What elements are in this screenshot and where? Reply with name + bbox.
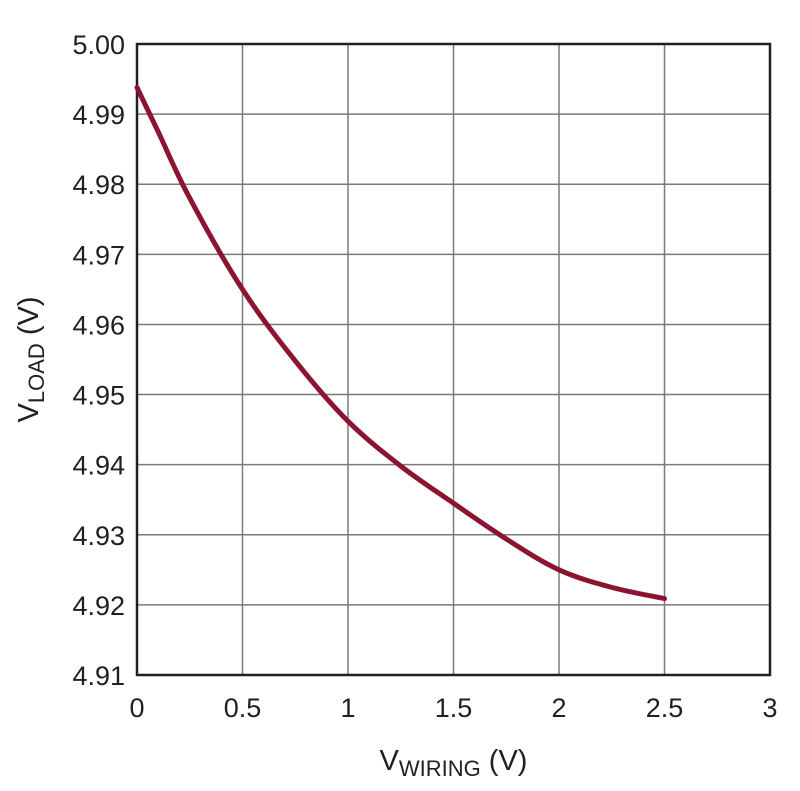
y-axis-label-main: V xyxy=(13,402,45,422)
x-tick-label: 0 xyxy=(129,693,144,723)
x-tick-label: 3 xyxy=(762,693,777,723)
x-axis-label: VWIRING (V) xyxy=(380,745,528,781)
x-tick-labels: 0 0.5 1 1.5 2 2.5 3 xyxy=(129,693,777,723)
y-tick-label: 4.98 xyxy=(72,170,125,200)
y-tick-label: 5.00 xyxy=(72,30,125,60)
y-axis-label-sub: LOAD xyxy=(24,343,49,403)
y-axis-label: VLOAD (V) xyxy=(13,297,49,423)
y-tick-label: 4.94 xyxy=(72,451,125,481)
x-tick-label: 0.5 xyxy=(224,693,262,723)
plot-area-frame xyxy=(135,42,772,677)
y-tick-labels: 4.91 4.92 4.93 4.94 4.95 4.96 4.97 4.98 4.99 5.00 xyxy=(72,30,125,691)
x-tick-label: 2.5 xyxy=(646,693,684,723)
y-tick-label: 4.91 xyxy=(72,661,125,691)
y-axis-label-unit: (V) xyxy=(13,297,45,344)
x-tick-label: 1 xyxy=(340,693,355,723)
series-line xyxy=(134,85,667,602)
y-tick-label: 4.92 xyxy=(72,591,125,621)
x-axis-label-unit: (V) xyxy=(481,745,528,777)
x-tick-label: 2 xyxy=(551,693,566,723)
x-tick-label: 1.5 xyxy=(435,693,473,723)
series-group xyxy=(134,85,667,602)
y-tick-label: 4.97 xyxy=(72,240,125,270)
y-tick-label: 4.93 xyxy=(72,521,125,551)
y-tick-label: 4.99 xyxy=(72,100,125,130)
y-tick-label: 4.96 xyxy=(72,310,125,340)
grid-lines xyxy=(137,44,770,675)
x-axis-label-main: V xyxy=(380,745,400,777)
y-tick-label: 4.95 xyxy=(72,381,125,411)
x-axis-label-sub: WIRING xyxy=(399,756,481,781)
